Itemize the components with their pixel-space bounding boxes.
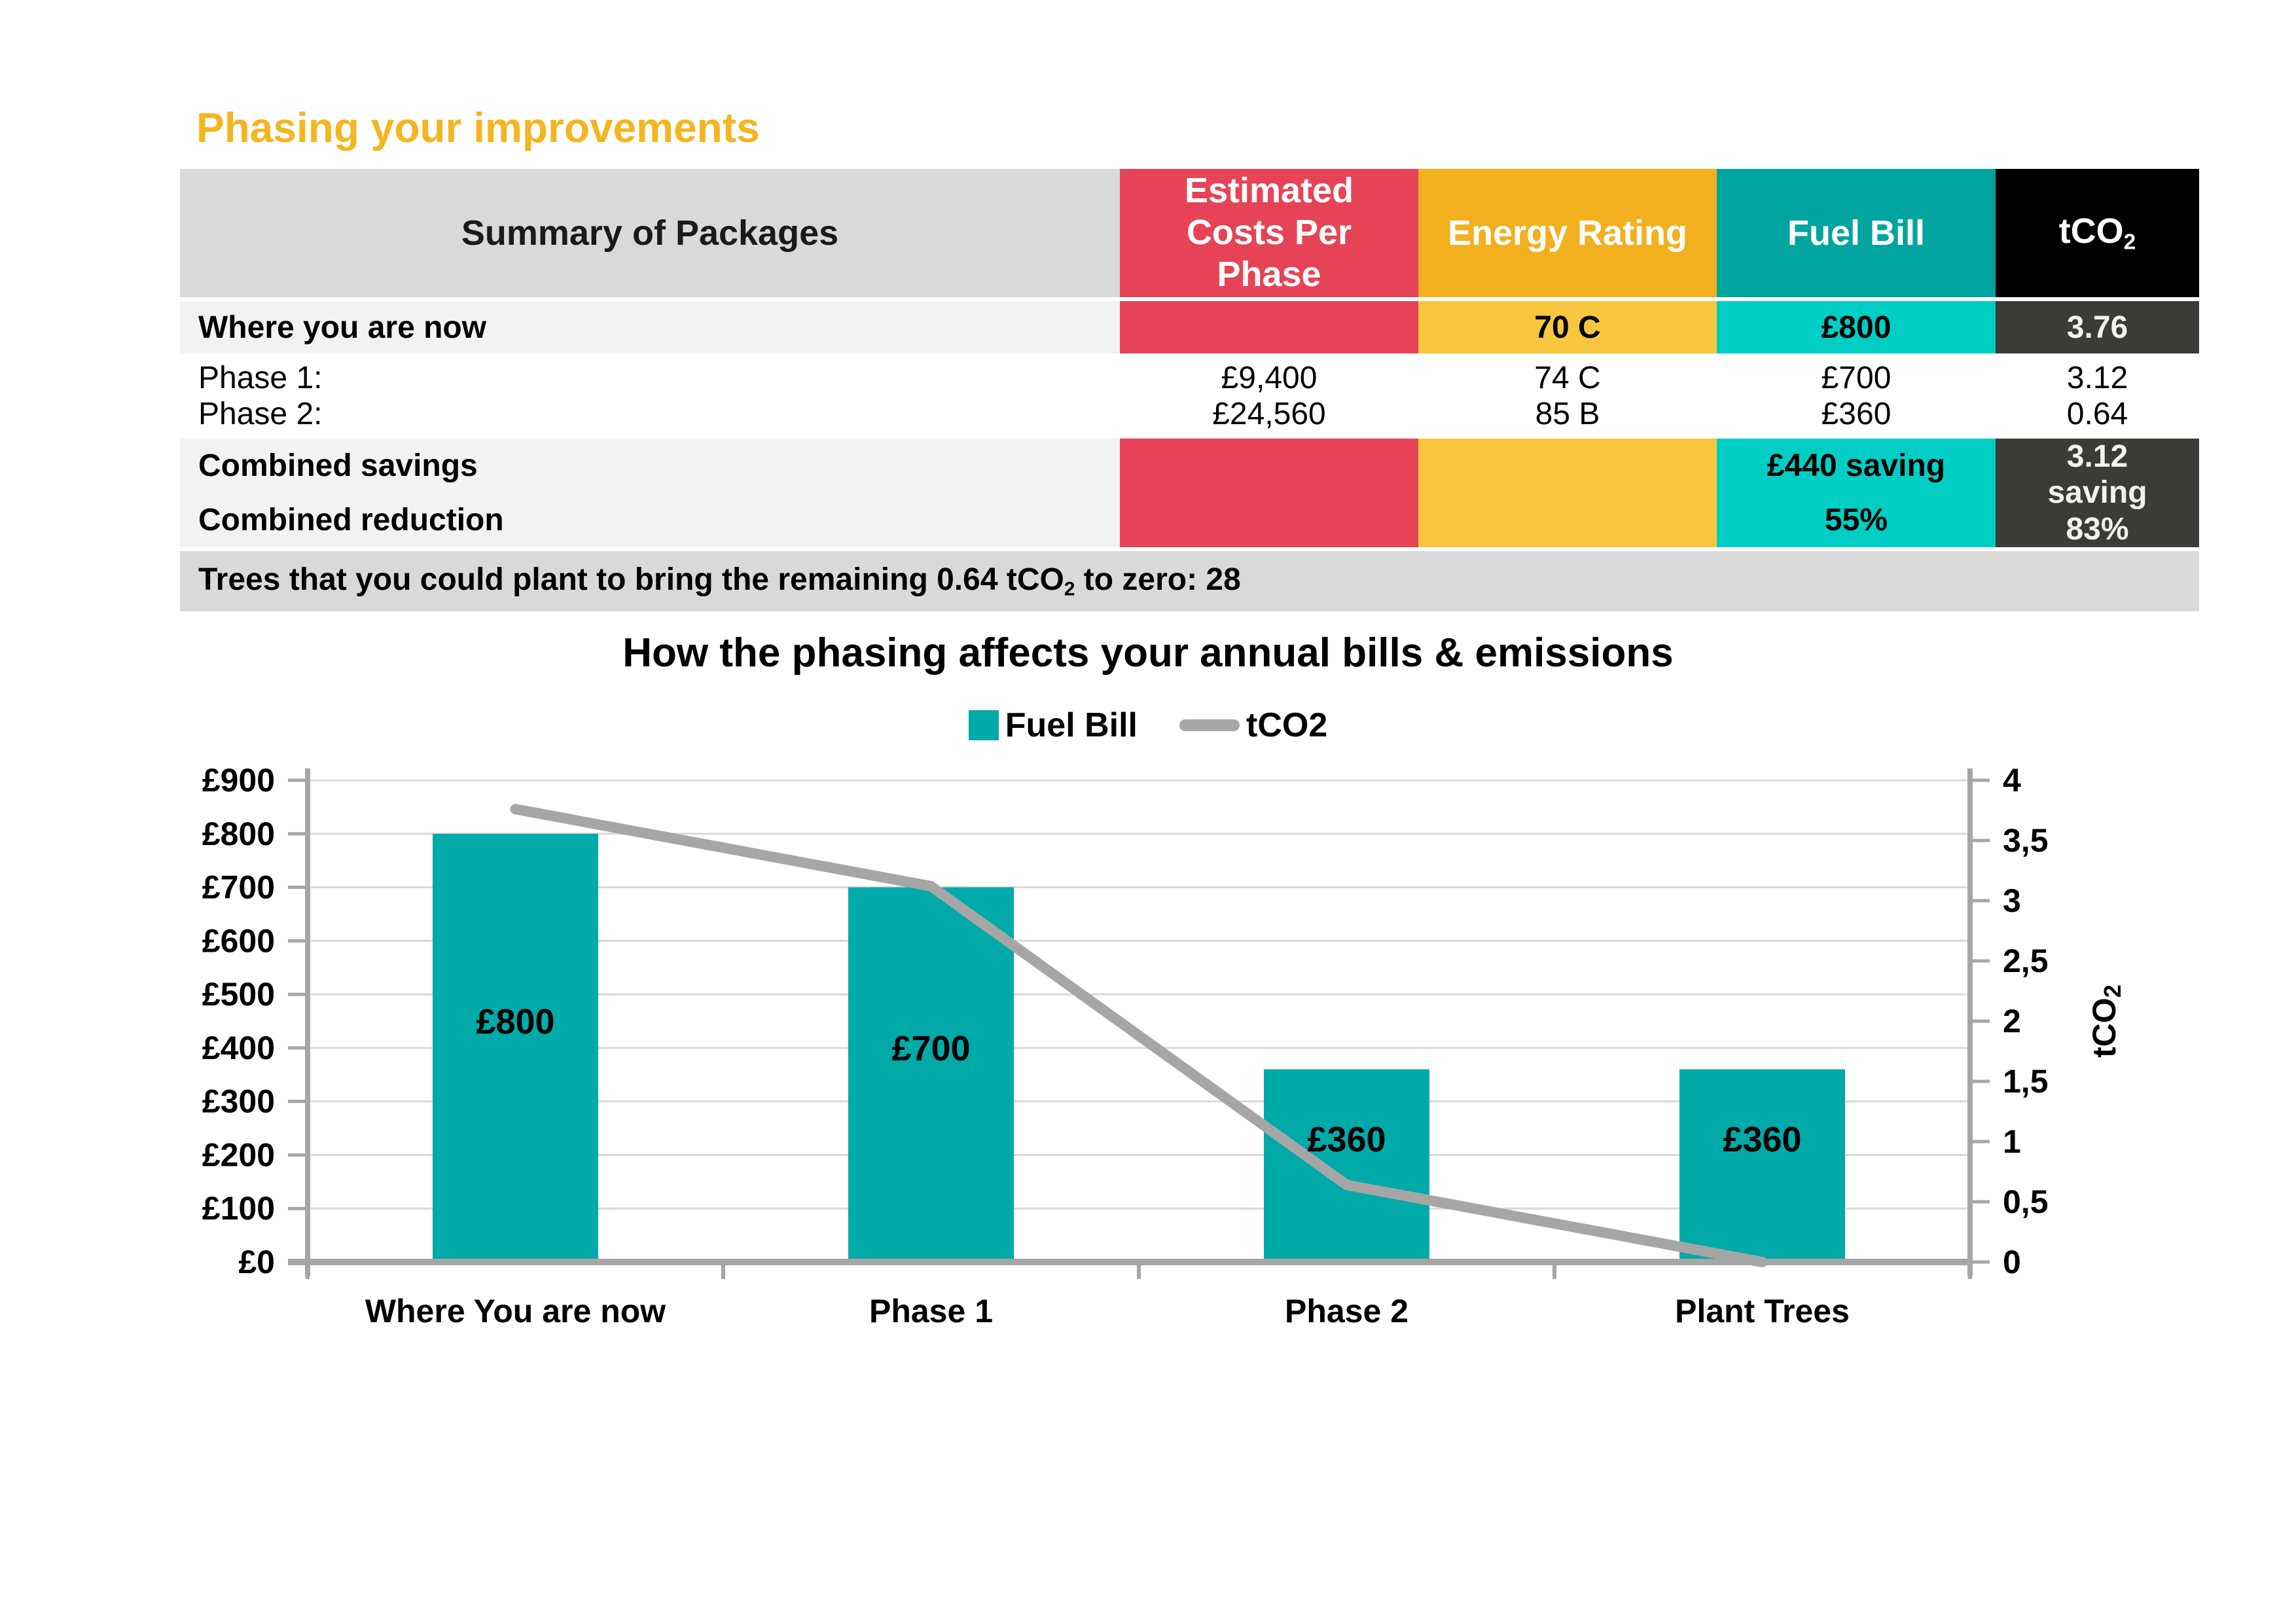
left-axis-label: £700: [202, 869, 275, 906]
bar-value-label: £800: [476, 1002, 554, 1041]
left-axis-label: £900: [202, 762, 275, 799]
combined-rating-cell: [1418, 439, 1717, 547]
right-axis-label: 1,5: [2003, 1063, 2049, 1100]
left-axis-label: £600: [202, 922, 275, 959]
phase2-tco2: 0.64: [2066, 397, 2128, 431]
header-estimated-costs: Estimated Costs Per Phase: [1120, 169, 1418, 297]
fuel-saving-pct: 55%: [1824, 503, 1888, 537]
left-axis-label: £200: [202, 1136, 275, 1173]
now-label: Where you are now: [180, 301, 1120, 353]
left-axis-label: £800: [202, 816, 275, 852]
right-axis-label: 1: [2003, 1123, 2021, 1160]
table-header-row: Summary of Packages Estimated Costs Per …: [180, 169, 2199, 297]
chart-title: How the phasing affects your annual bill…: [622, 630, 1674, 676]
now-rating-cell: 70 C: [1418, 301, 1717, 353]
bar-value-label: £700: [891, 1029, 970, 1068]
legend-tco2-label: tCO2: [1246, 706, 1328, 744]
combined-reduction-label: Combined reduction: [198, 503, 504, 537]
phase2-cost: £24,560: [1212, 397, 1326, 431]
left-axis-label: £400: [202, 1030, 275, 1066]
now-fuel-cell: £800: [1717, 301, 1996, 353]
header-fuel-bill: Fuel Bill: [1717, 169, 1996, 297]
phase2-label: Phase 2:: [198, 397, 323, 431]
trees-note-row: Trees that you could plant to bring the …: [180, 551, 2199, 611]
now-tco2-cell: 3.76: [1996, 301, 2199, 353]
right-axis-label: 0,5: [2003, 1183, 2049, 1220]
legend-fuel-bill-label: Fuel Bill: [1005, 706, 1138, 744]
phase-labels: Phase 1: Phase 2:: [180, 357, 1120, 435]
legend-item-tco2: tCO2: [1179, 706, 1327, 745]
phase2-fuel: £360: [1821, 397, 1892, 431]
legend-item-fuel-bill: Fuel Bill: [968, 706, 1138, 745]
x-axis-label: Phase 1: [869, 1293, 993, 1329]
tco2-line: [510, 804, 1768, 1267]
phase-tco2-values: 3.12 0.64: [1996, 357, 2199, 435]
bar-value-label: £360: [1723, 1120, 1801, 1159]
header-estimated-costs-label: Estimated Costs Per Phase: [1184, 171, 1354, 294]
x-axis-label: Where You are now: [365, 1293, 666, 1329]
fuel-bill-bar: [848, 887, 1014, 1262]
header-tco2-label: tCO2: [2058, 211, 2136, 255]
phase-ratings: 74 C 85 B: [1418, 357, 1717, 435]
trees-note: Trees that you could plant to bring the …: [198, 562, 1241, 600]
phase1-rating: 74 C: [1534, 361, 1601, 395]
x-axis-label: Plant Trees: [1675, 1293, 1850, 1329]
phase2-rating: 85 B: [1535, 397, 1600, 431]
now-costs-cell: [1120, 301, 1418, 353]
bills-emissions-chart: £800 £700 £360 £360 £0 £100 £200 £300 £400 £500 £6…: [202, 762, 2126, 1329]
tco2-saving-value: 3.12 saving: [2047, 439, 2147, 511]
fuel-bill-bar: [433, 833, 598, 1262]
right-axis-label: 2: [2003, 1003, 2021, 1039]
fuel-saving-value: £440 saving: [1767, 448, 1946, 483]
fuel-bill-swatch-icon: [968, 710, 999, 740]
x-axis-label: Phase 2: [1285, 1293, 1408, 1329]
right-axis-label: 2,5: [2003, 943, 2049, 979]
right-axis-label: 4: [2003, 762, 2021, 799]
phase-costs: £9,400 £24,560: [1120, 357, 1418, 435]
tco2-saving-pct: 83%: [2066, 511, 2129, 547]
header-energy-rating: Energy Rating: [1418, 169, 1717, 297]
right-axis-title: tCO2: [2086, 984, 2126, 1058]
phase1-label: Phase 1:: [198, 361, 323, 395]
left-axis-label: £500: [202, 976, 275, 1013]
bar-value-label: £360: [1307, 1120, 1386, 1159]
chart-legend: Fuel Bill tCO2: [0, 706, 2296, 745]
header-tco2: tCO2: [1996, 169, 2199, 297]
phase1-fuel: £700: [1821, 361, 1892, 395]
combined-tco2-cell: 3.12 saving 83%: [1996, 439, 2199, 547]
phase1-cost: £9,400: [1221, 361, 1318, 395]
fuel-bill-bar: [1264, 1069, 1429, 1262]
combined-fuel-cell: £440 saving 55%: [1717, 439, 1996, 547]
fuel-bill-bar: [1679, 1069, 1845, 1262]
right-axis-label: 0: [2003, 1244, 2021, 1280]
phases-row: Phase 1: Phase 2: £9,400 £24,560 74 C 85…: [180, 357, 2199, 435]
combined-labels: Combined savings Combined reduction: [180, 439, 1120, 547]
right-axis-label: 3,5: [2003, 822, 2049, 859]
right-axis-label: 3: [2003, 882, 2021, 919]
left-axis-label: £0: [238, 1244, 275, 1280]
phase1-tco2: 3.12: [2066, 361, 2128, 395]
combined-savings-label: Combined savings: [198, 448, 478, 483]
phase-fuel-bills: £700 £360: [1717, 357, 1996, 435]
combined-row: Combined savings Combined reduction £440…: [180, 439, 2199, 547]
where-you-are-now-row: Where you are now 70 C £800 3.76: [180, 301, 2199, 353]
tco2-line-swatch-icon: [1179, 719, 1240, 731]
left-axis-label: £100: [202, 1190, 275, 1227]
combined-costs-cell: [1120, 439, 1418, 547]
summary-table: Summary of Packages Estimated Costs Per …: [180, 169, 2199, 611]
page-title: Phasing your improvements: [196, 104, 760, 151]
header-summary-of-packages: Summary of Packages: [180, 169, 1120, 297]
left-axis-label: £300: [202, 1083, 275, 1120]
